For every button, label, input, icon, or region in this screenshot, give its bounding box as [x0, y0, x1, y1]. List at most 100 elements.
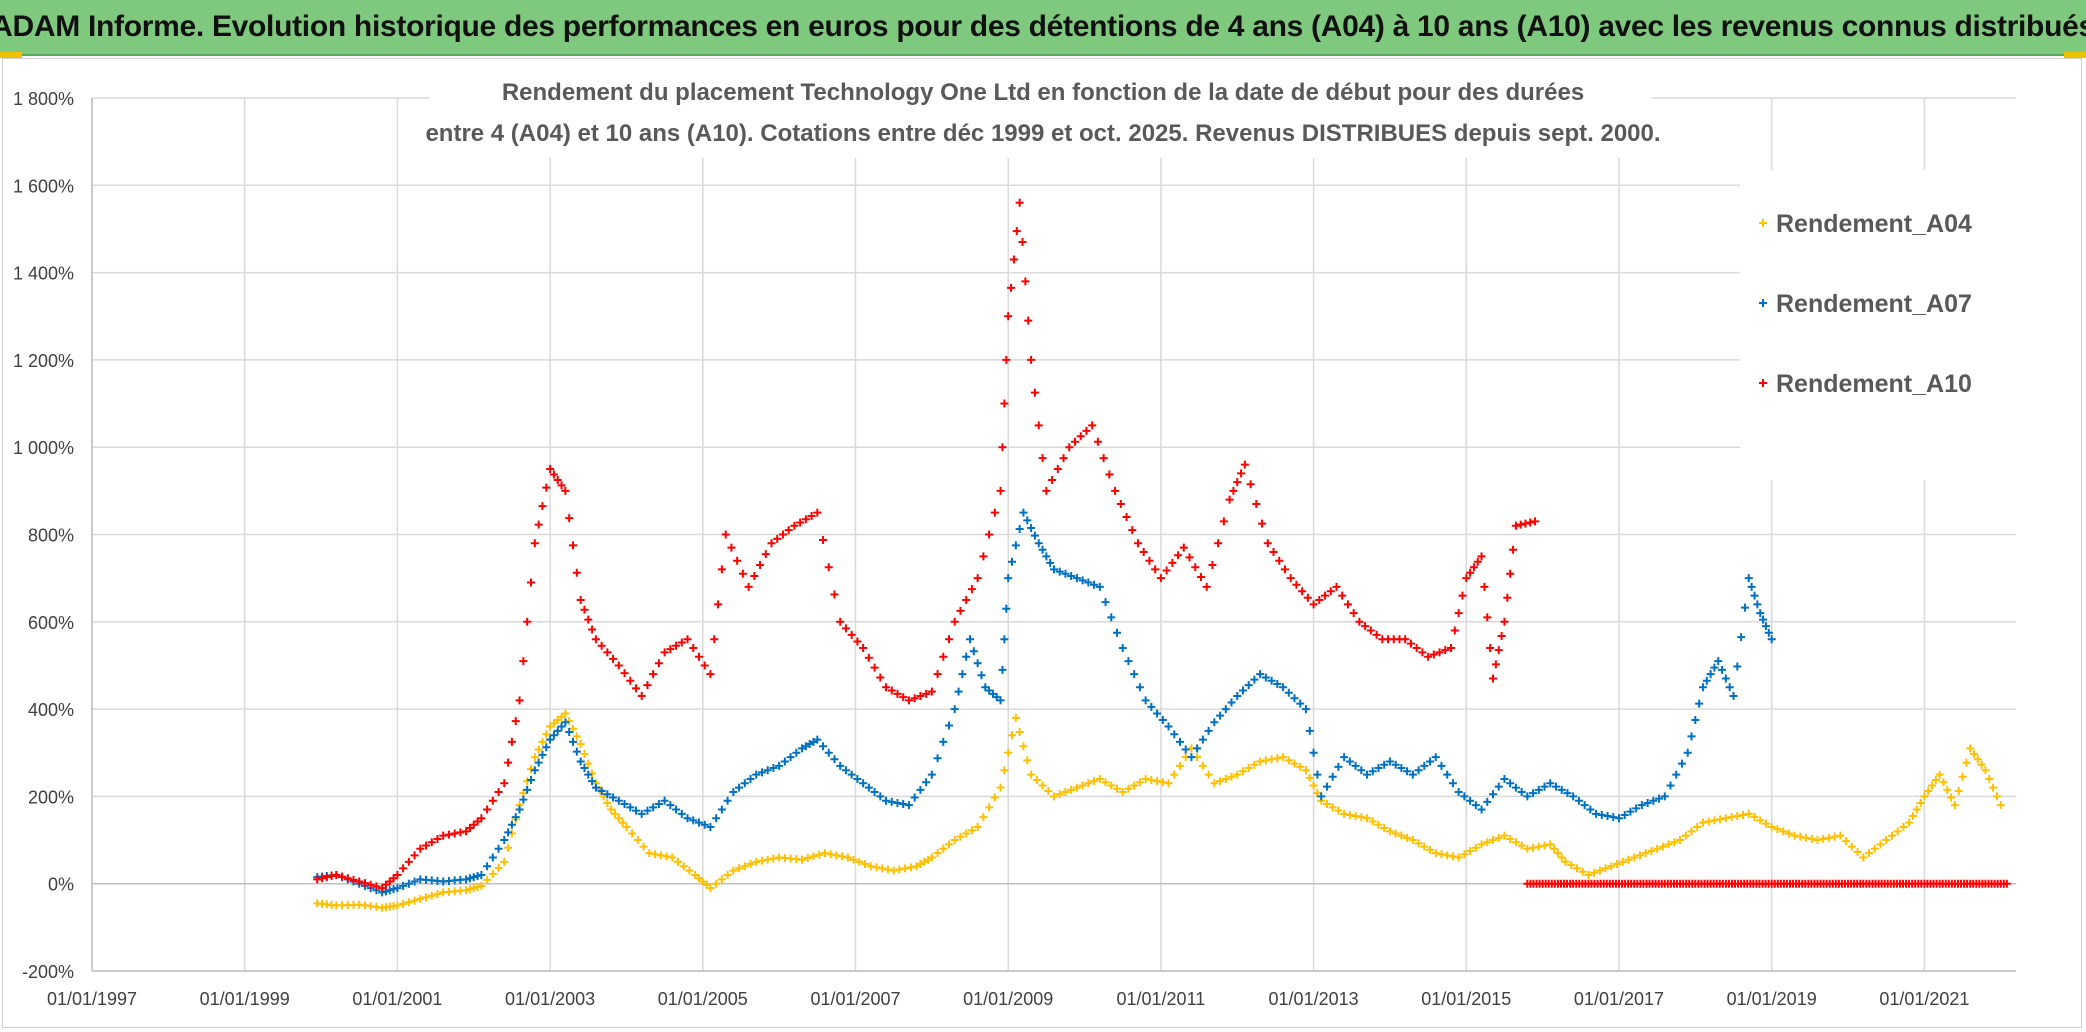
- data-point: [1721, 814, 1730, 823]
- y-tick-label: 800%: [28, 526, 74, 546]
- data-point: [1067, 571, 1076, 580]
- data-point: [1992, 792, 2001, 801]
- data-point: [1435, 648, 1444, 657]
- data-point: [1034, 539, 1043, 548]
- data-point: [628, 829, 637, 838]
- data-point: [1072, 783, 1081, 792]
- series: [313, 198, 2011, 912]
- data-point: [1454, 853, 1463, 862]
- data-point: [803, 854, 812, 863]
- data-point: [1637, 801, 1646, 810]
- data-point: [733, 556, 742, 565]
- data-point: [389, 885, 398, 894]
- data-point: [1374, 820, 1383, 829]
- data-point: [576, 740, 585, 749]
- data-point: [819, 742, 828, 751]
- data-point: [530, 753, 539, 762]
- data-point: [1196, 573, 1205, 582]
- data-point: [1015, 728, 1024, 737]
- data-point: [404, 898, 413, 907]
- data-point: [1733, 662, 1742, 671]
- data-point: [922, 689, 931, 698]
- data-point: [1996, 801, 2005, 810]
- data-point: [1506, 834, 1515, 843]
- data-point: [1380, 824, 1389, 833]
- data-point: [1494, 833, 1503, 842]
- data-point: [1759, 379, 1767, 387]
- data-point: [1500, 617, 1509, 626]
- data-point: [673, 857, 682, 866]
- data-point: [588, 625, 597, 634]
- data-point: [1256, 670, 1265, 679]
- data-point: [1284, 756, 1293, 765]
- data-point: [527, 776, 536, 785]
- data-point: [1635, 851, 1644, 860]
- data-point: [1372, 630, 1381, 639]
- data-point: [1418, 648, 1427, 657]
- data-point: [1403, 833, 1412, 842]
- data-point: [1666, 781, 1675, 790]
- data-point: [1773, 825, 1782, 834]
- data-point: [1424, 652, 1433, 661]
- data-point: [1506, 779, 1515, 788]
- data-point: [1643, 798, 1652, 807]
- data-point: [1019, 508, 1028, 517]
- data-point: [1595, 866, 1604, 875]
- x-tick-label: 01/01/2001: [352, 989, 442, 1009]
- data-point: [1174, 551, 1183, 560]
- data-point: [622, 822, 631, 831]
- series-rendement_a04: [313, 709, 2005, 912]
- data-point: [836, 761, 845, 770]
- data-point: [477, 870, 486, 879]
- data-point: [998, 443, 1007, 452]
- data-point: [322, 873, 331, 882]
- data-point: [1357, 766, 1366, 775]
- data-point: [1943, 785, 1952, 794]
- data-point: [631, 806, 640, 815]
- data-point: [654, 659, 663, 668]
- data-point: [1706, 670, 1715, 679]
- data-point: [332, 870, 341, 879]
- data-point: [830, 755, 839, 764]
- data-point: [1836, 831, 1845, 840]
- data-point: [849, 855, 858, 864]
- data-point: [1343, 600, 1352, 609]
- data-point: [1550, 844, 1559, 853]
- data-point: [1042, 552, 1051, 561]
- data-point: [1296, 699, 1305, 708]
- data-point: [1233, 478, 1242, 487]
- data-point: [523, 617, 532, 626]
- data-point: [815, 850, 824, 859]
- data-point: [1750, 591, 1759, 600]
- data-point: [1649, 796, 1658, 805]
- data-point: [1279, 753, 1288, 762]
- data-point: [1221, 774, 1230, 783]
- data-point: [740, 779, 749, 788]
- data-point: [462, 875, 471, 884]
- x-tick-label: 01/01/1997: [47, 989, 137, 1009]
- data-point: [1061, 569, 1070, 578]
- data-point: [643, 806, 652, 815]
- data-point: [1170, 770, 1179, 779]
- data-point: [1779, 827, 1788, 836]
- data-point: [1032, 776, 1041, 785]
- data-point: [1214, 539, 1223, 548]
- data-point: [819, 535, 828, 544]
- data-point: [1008, 557, 1017, 566]
- data-point: [1363, 770, 1372, 779]
- data-point: [1090, 777, 1099, 786]
- data-point: [893, 689, 902, 698]
- data-point: [1569, 792, 1578, 801]
- data-point: [399, 899, 408, 908]
- x-tick-label: 01/01/2013: [1269, 989, 1359, 1009]
- data-point: [1027, 523, 1036, 532]
- data-point: [1023, 516, 1032, 525]
- data-point: [1008, 731, 1017, 740]
- data-point: [1124, 784, 1133, 793]
- data-point: [1924, 786, 1933, 795]
- data-point: [633, 836, 642, 845]
- data-point: [1095, 582, 1104, 591]
- data-point: [527, 578, 536, 587]
- data-point: [1747, 582, 1756, 591]
- data-point: [1011, 713, 1020, 722]
